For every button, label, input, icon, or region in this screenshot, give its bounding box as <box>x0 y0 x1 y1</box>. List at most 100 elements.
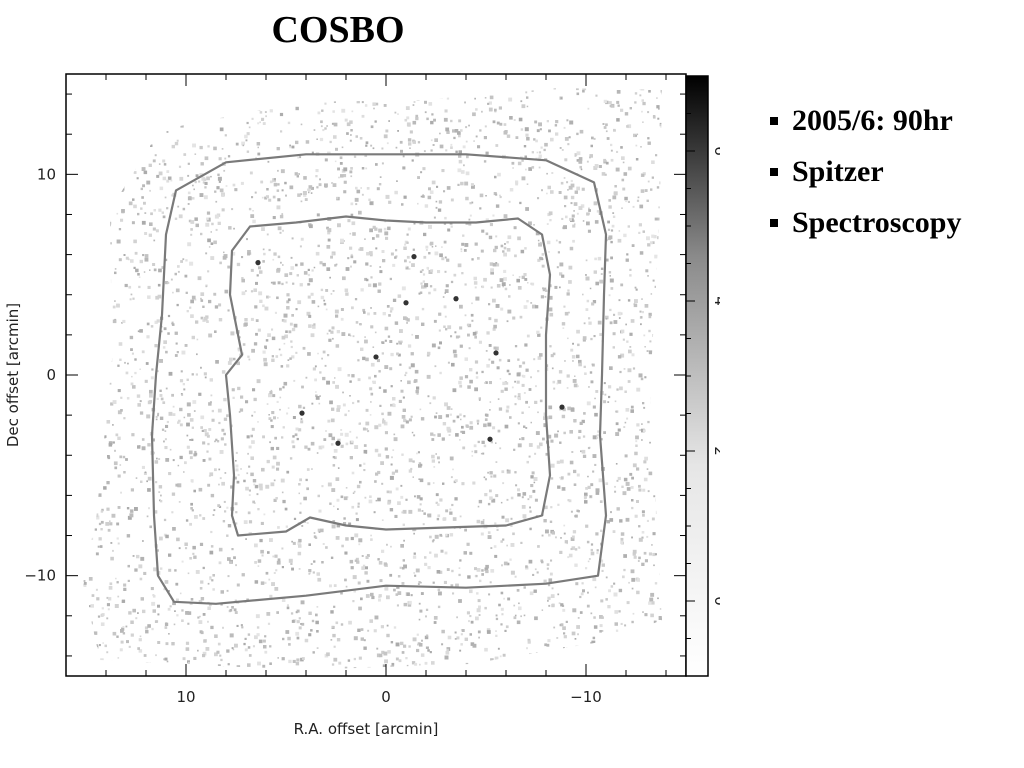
noise-pixel <box>497 429 501 433</box>
noise-pixel <box>199 145 203 150</box>
noise-pixel <box>209 576 212 579</box>
noise-pixel <box>138 649 143 653</box>
noise-pixel <box>452 419 456 423</box>
noise-pixel <box>248 489 251 492</box>
noise-pixel <box>443 305 447 309</box>
noise-pixel <box>200 292 205 296</box>
noise-pixel <box>681 135 683 137</box>
noise-pixel <box>337 467 340 469</box>
noise-pixel <box>481 370 484 374</box>
noise-pixel <box>572 360 574 362</box>
noise-pixel <box>403 195 407 199</box>
noise-pixel <box>251 414 254 417</box>
noise-pixel <box>156 319 160 323</box>
noise-pixel <box>515 484 518 487</box>
noise-pixel <box>221 194 225 197</box>
noise-pixel <box>207 238 211 243</box>
noise-pixel <box>397 294 402 298</box>
noise-pixel <box>496 284 501 288</box>
noise-pixel <box>284 507 288 511</box>
noise-pixel <box>575 645 579 649</box>
noise-pixel <box>587 107 590 110</box>
noise-pixel <box>509 416 512 419</box>
noise-pixel <box>500 244 504 248</box>
noise-pixel <box>581 582 584 585</box>
noise-pixel <box>260 521 264 525</box>
noise-pixel <box>130 633 134 637</box>
noise-pixel <box>234 643 238 648</box>
noise-pixel <box>481 285 485 289</box>
noise-pixel <box>487 502 491 506</box>
noise-pixel <box>332 633 336 638</box>
noise-pixel <box>184 344 188 347</box>
noise-pixel <box>662 199 666 203</box>
noise-pixel <box>469 202 472 205</box>
noise-pixel <box>166 420 169 424</box>
noise-pixel <box>334 264 337 267</box>
noise-pixel <box>310 192 313 194</box>
noise-pixel <box>506 369 510 373</box>
noise-pixel <box>273 498 277 502</box>
noise-pixel <box>162 401 166 404</box>
noise-pixel <box>465 171 470 176</box>
noise-pixel <box>355 436 358 439</box>
noise-pixel <box>429 535 432 539</box>
noise-pixel <box>282 426 285 429</box>
noise-pixel <box>137 212 140 216</box>
noise-pixel <box>403 246 407 250</box>
noise-pixel <box>84 139 89 144</box>
noise-pixel <box>98 159 101 161</box>
noise-pixel <box>589 371 593 374</box>
noise-pixel <box>499 278 504 282</box>
noise-pixel <box>408 645 411 648</box>
noise-pixel <box>325 289 329 292</box>
noise-pixel <box>629 107 632 110</box>
noise-pixel <box>263 362 268 367</box>
noise-pixel <box>407 380 411 385</box>
noise-pixel <box>503 123 507 126</box>
noise-pixel <box>174 141 179 146</box>
noise-pixel <box>281 566 284 569</box>
noise-pixel <box>218 468 221 471</box>
noise-pixel <box>506 320 509 323</box>
noise-pixel <box>433 434 436 437</box>
noise-pixel <box>408 366 412 369</box>
noise-pixel <box>476 519 481 524</box>
noise-pixel <box>483 160 487 163</box>
noise-pixel <box>435 412 438 414</box>
noise-pixel <box>412 637 417 642</box>
noise-pixel <box>500 307 504 311</box>
noise-pixel <box>412 104 415 106</box>
noise-pixel <box>123 583 127 587</box>
noise-pixel <box>145 630 149 634</box>
noise-pixel <box>270 425 274 429</box>
noise-pixel <box>236 665 241 669</box>
noise-pixel <box>446 186 451 190</box>
noise-pixel <box>422 280 425 283</box>
noise-pixel <box>73 208 76 211</box>
noise-pixel <box>84 433 87 436</box>
noise-pixel <box>622 161 625 164</box>
noise-pixel <box>631 587 634 590</box>
contour-inner <box>224 215 552 537</box>
noise-pixel <box>354 78 356 80</box>
noise-pixel <box>350 255 354 259</box>
noise-pixel <box>450 143 453 146</box>
noise-pixel <box>454 331 457 334</box>
noise-pixel <box>210 256 215 260</box>
noise-pixel <box>183 153 187 156</box>
noise-pixel <box>163 163 167 166</box>
noise-pixel <box>298 428 302 432</box>
noise-pixel <box>271 328 274 331</box>
noise-pixel <box>392 298 397 302</box>
noise-pixel <box>450 198 454 202</box>
noise-pixel <box>186 422 190 427</box>
noise-pixel <box>108 586 113 590</box>
noise-pixel <box>159 186 164 191</box>
noise-pixel <box>269 662 272 665</box>
noise-pixel <box>149 189 151 192</box>
noise-pixel <box>444 551 448 555</box>
noise-pixel <box>488 107 493 112</box>
noise-pixel <box>458 567 461 569</box>
noise-pixel <box>625 481 630 486</box>
